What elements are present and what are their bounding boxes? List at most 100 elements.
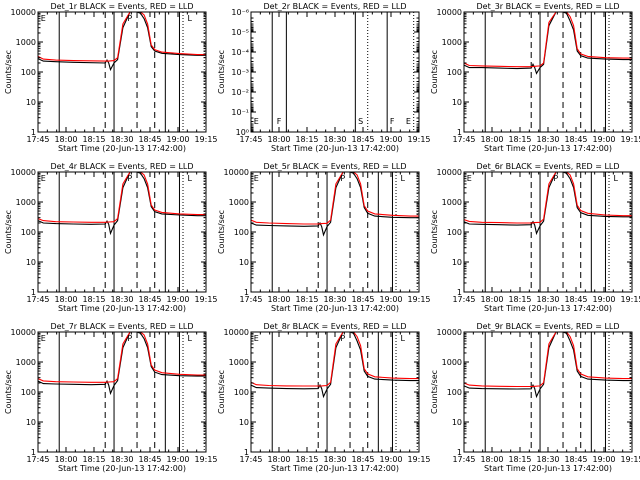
y-tick-label: 1 [244, 448, 249, 457]
x-tick-label: 18:30 [536, 295, 559, 304]
x-tick-label: 19:15 [194, 135, 217, 144]
y-tick-label: 10000 [11, 168, 36, 177]
x-tick-label: 19:15 [620, 135, 640, 144]
y-tick-label: 100 [21, 388, 36, 397]
panel-6: Det_6r BLACK = Events, RED = LLD 1 10 100 10… [430, 162, 640, 313]
y-axis-label: Counts/sec [217, 210, 226, 254]
y-tick-label: 1 [31, 288, 36, 297]
y-tick-label: 10000 [11, 8, 36, 17]
x-tick-label: 18:30 [110, 135, 133, 144]
panel-8: Det_8r BLACK = Events, RED = LLD 1 10 100 10… [217, 322, 431, 473]
x-tick-label: 17:45 [452, 295, 475, 304]
x-tick-label: 18:45 [138, 455, 161, 464]
annotation-label: S [358, 117, 363, 126]
y-tick-label: 1 [457, 128, 462, 137]
y-tick-label: 1000 [229, 358, 249, 367]
x-tick-label: 19:15 [620, 295, 640, 304]
y-tick-label: 10⁻³ [231, 68, 249, 77]
x-tick-label: 17:45 [239, 295, 262, 304]
x-tick-label: 19:00 [592, 455, 615, 464]
y-tick-label: 10⁻⁶ [231, 8, 249, 17]
y-tick-label: 10⁻² [231, 88, 249, 97]
x-tick-label: 19:00 [379, 135, 402, 144]
x-axis-label: Start Time (20-Jun-13 17:42:00) [58, 464, 186, 473]
panel-9: Det_9r BLACK = Events, RED = LLD 1 10 100 10… [430, 322, 640, 473]
y-axis-label: Counts/sec [217, 50, 226, 94]
y-tick-label: 1000 [442, 38, 462, 47]
x-tick-label: 18:45 [564, 295, 587, 304]
panel-2: Det_2r BLACK = Events, RED = LLD 10⁻⁶ 10⁻⁵… [217, 2, 431, 153]
y-tick-label: 100 [21, 68, 36, 77]
x-tick-label: 19:15 [620, 455, 640, 464]
y-tick-label: 10 [26, 258, 36, 267]
y-axis-label: Counts/sec [430, 50, 439, 94]
x-tick-label: 17:45 [26, 135, 49, 144]
annotation-label: L [614, 174, 619, 183]
annotation-label: E [41, 174, 46, 183]
x-tick-label: 18:00 [267, 455, 290, 464]
y-tick-label: 10⁻⁴ [231, 48, 249, 57]
annotation-label: L [401, 334, 406, 343]
events-series-line [37, 11, 206, 72]
y-axis-label: Counts/sec [430, 370, 439, 414]
annotation-label: L [188, 14, 193, 23]
y-tick-label: 10000 [224, 168, 249, 177]
x-tick-label: 17:45 [239, 455, 262, 464]
x-tick-label: 18:30 [323, 135, 346, 144]
x-tick-label: 18:15 [295, 295, 318, 304]
y-tick-label: 10000 [437, 8, 462, 17]
y-tick-label: 10 [452, 258, 462, 267]
y-tick-label: 100 [234, 388, 249, 397]
y-tick-label: 1 [457, 288, 462, 297]
x-tick-label: 18:15 [82, 135, 105, 144]
y-tick-label: 10000 [437, 328, 462, 337]
y-tick-label: 10 [452, 418, 462, 427]
x-axis-label: Start Time (20-Jun-13 17:42:00) [271, 304, 399, 313]
x-tick-label: 18:45 [351, 135, 374, 144]
x-tick-label: 19:00 [379, 295, 402, 304]
x-axis-label: Start Time (20-Jun-13 17:42:00) [58, 304, 186, 313]
x-tick-label: 18:00 [480, 455, 503, 464]
x-tick-label: 18:00 [54, 135, 77, 144]
x-tick-label: 19:00 [592, 295, 615, 304]
x-tick-label: 19:00 [166, 455, 189, 464]
x-tick-label: 19:00 [592, 135, 615, 144]
x-tick-label: 18:00 [267, 135, 290, 144]
x-tick-label: 18:45 [351, 295, 374, 304]
events-series-line [37, 331, 206, 396]
annotation-label: E [406, 117, 411, 126]
events-series-line [250, 331, 419, 399]
panel-title: Det_1r BLACK = Events, RED = LLD [50, 2, 193, 11]
annotation-label: E [254, 334, 259, 343]
x-tick-label: 18:30 [323, 295, 346, 304]
events-series-line [463, 171, 632, 236]
y-axis-label: Counts/sec [4, 210, 13, 254]
panel-title: Det_5r BLACK = Events, RED = LLD [263, 162, 406, 171]
x-tick-label: 17:45 [452, 455, 475, 464]
panel-title: Det_3r BLACK = Events, RED = LLD [476, 2, 619, 11]
annotation-label: P [340, 174, 345, 183]
x-tick-label: 18:15 [295, 135, 318, 144]
x-tick-label: 17:45 [452, 135, 475, 144]
x-tick-label: 17:45 [26, 455, 49, 464]
panel-5: Det_5r BLACK = Events, RED = LLD 1 10 100 10… [217, 162, 431, 313]
x-tick-label: 19:00 [166, 135, 189, 144]
y-tick-label: 1000 [229, 198, 249, 207]
y-tick-label: 10⁻⁵ [231, 28, 249, 37]
annotation-label: E [467, 174, 472, 183]
panel-title: Det_7r BLACK = Events, RED = LLD [50, 322, 193, 331]
y-tick-label: 10000 [437, 168, 462, 177]
y-tick-label: 1 [244, 288, 249, 297]
panel-3: Det_3r BLACK = Events, RED = LLD 1 10 100 10… [430, 2, 640, 153]
x-tick-label: 19:15 [194, 295, 217, 304]
y-tick-label: 100 [447, 228, 462, 237]
x-tick-label: 18:15 [508, 135, 531, 144]
x-tick-label: 18:00 [480, 295, 503, 304]
annotation-label: E [254, 117, 259, 126]
y-tick-label: 100 [234, 228, 249, 237]
x-tick-label: 18:00 [267, 295, 290, 304]
lld-series-line [250, 171, 419, 225]
lld-series-line [463, 331, 632, 388]
y-tick-label: 100 [447, 68, 462, 77]
